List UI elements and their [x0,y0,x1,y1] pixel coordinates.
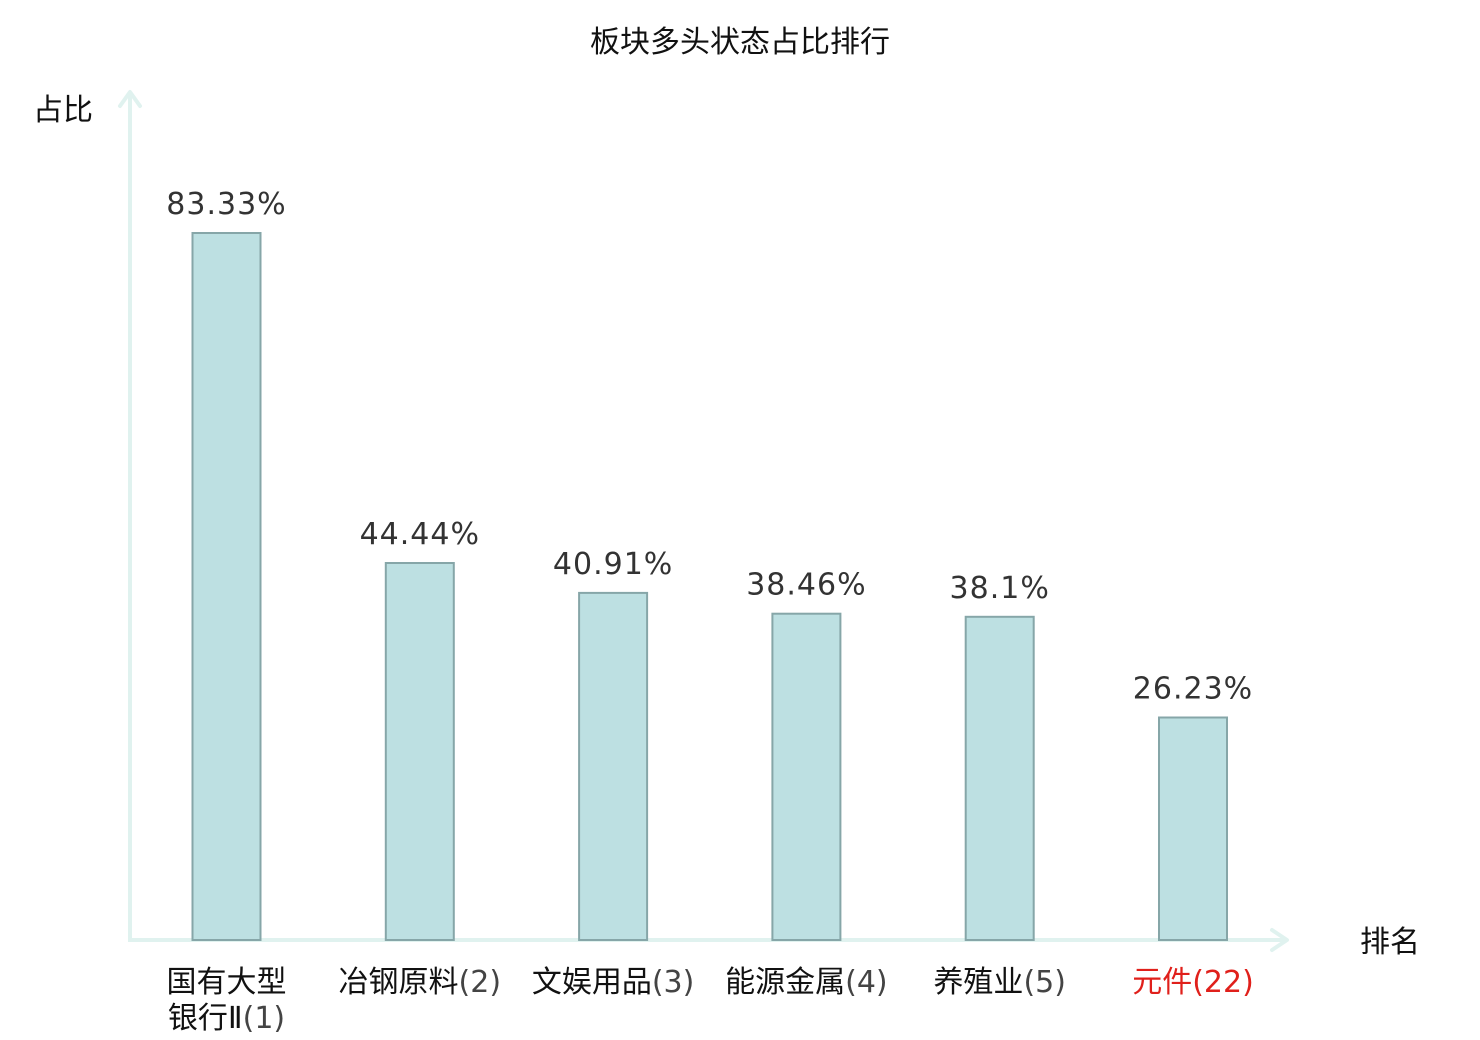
x-tick-rank: (1) [243,1001,286,1036]
bar-value-label: 26.23% [1133,672,1253,707]
x-tick-name: 国有大型 [167,965,287,1000]
x-tick-label: 银行Ⅱ(1) [168,1001,285,1036]
bar [191,232,262,941]
bar [771,612,842,941]
bar-value-label: 44.44% [360,517,480,552]
x-tick-rank: (2) [459,965,502,1000]
x-tick-name: 能源金属 [725,965,845,1000]
bar [1158,716,1228,941]
bar [964,615,1035,941]
x-tick-rank: (22) [1192,965,1254,1000]
y-axis-label: 占比 [33,93,93,128]
y-axis-arrow-icon [118,90,142,108]
x-tick-label: 文娱用品(3) [532,965,695,1000]
x-tick-label: 冶钢原料(2) [339,965,502,1000]
x-tick-rank: (5) [1023,965,1065,1000]
x-tick-rank: (3) [652,965,695,1000]
x-tick-label: 养殖业(5) [933,965,1065,1000]
value-labels-group: 83.33% 44.44% 40.91% 38.46% 38.1% 26.23% [166,187,1253,707]
x-tick-label: 能源金属(4) [725,965,888,1000]
bar-value-label: 38.1% [950,571,1050,606]
y-axis [118,90,142,940]
x-axis-label: 排名 [1360,925,1420,960]
bar [578,591,649,942]
x-axis [128,928,1289,952]
x-axis-arrow-icon [1270,928,1289,952]
x-tick-name: 文娱用品 [532,965,652,1000]
bars-group [191,232,1228,942]
bar-value-label: 83.33% [166,187,286,222]
x-tick-rank: (4) [845,965,888,1000]
x-tick-label: 国有大型 [167,965,287,1000]
chart-title: 板块多头状态占比排行 [590,25,890,60]
x-tick-name: 冶钢原料 [339,965,459,1000]
bar [384,562,455,941]
bar-value-label: 40.91% [553,547,673,582]
bar-value-label: 38.46% [746,568,866,603]
x-tick-label: 元件(22) [1132,965,1254,1000]
x-tick-name: 养殖业 [933,965,1023,1000]
x-tick-name: 元件 [1132,965,1192,1000]
x-tick-name: 银行Ⅱ [168,1001,243,1036]
